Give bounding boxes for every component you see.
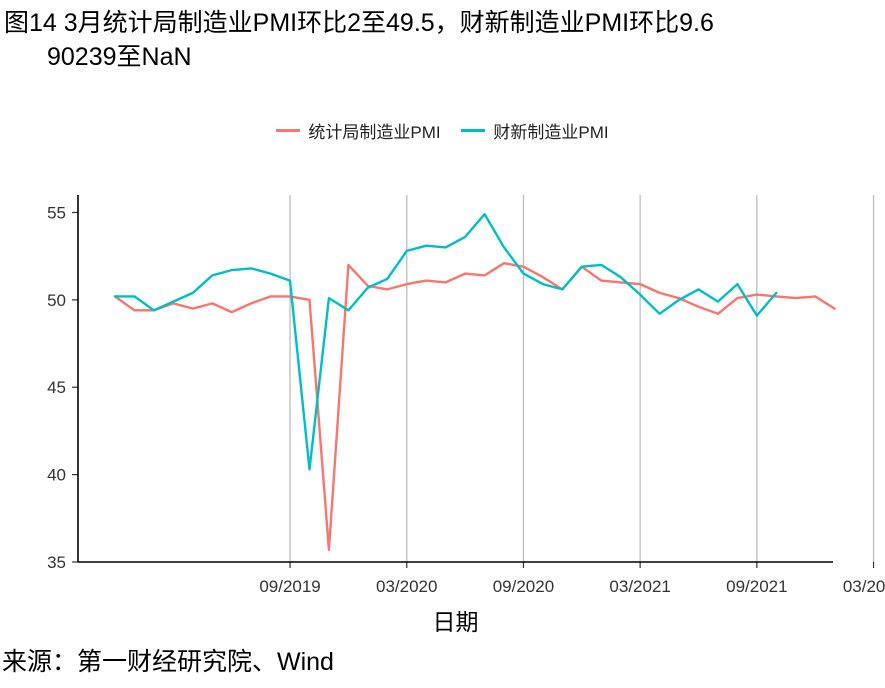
y-tick-label-4: 55 [47, 203, 66, 222]
legend-swatch-0 [276, 129, 301, 132]
x-tick-label-2: 09/2020 [493, 577, 554, 596]
y-tick-label-2: 45 [47, 378, 66, 397]
y-tick-label-1: 40 [47, 466, 66, 485]
chart-title-line1: 图14 3月统计局制造业PMI环比2至49.5，财新制造业PMI环比9.6 [4, 9, 714, 37]
x-tick-label-1: 03/2020 [376, 577, 437, 596]
legend-label-0: 统计局制造业PMI [308, 123, 441, 142]
x-tick-label-0: 09/2019 [259, 577, 320, 596]
chart-title: 图14 3月统计局制造业PMI环比2至49.5，财新制造业PMI环比9.6 90… [4, 6, 879, 74]
x-tick-label-4: 09/2021 [726, 577, 787, 596]
legend-swatch-1 [461, 129, 486, 132]
chart-title-line2: 90239至NaN [47, 43, 192, 71]
legend-label-1: 财新制造业PMI [493, 123, 609, 142]
series-line-0 [113, 262, 836, 551]
series-line-1 [113, 213, 778, 471]
legend-item-1: 财新制造业PMI [461, 118, 609, 143]
y-tick-label-3: 50 [47, 291, 66, 310]
source-note: 来源：第一财经研究院、Wind [2, 648, 334, 676]
x-axis-title: 日期 [433, 609, 479, 635]
legend-item-0: 统计局制造业PMI [276, 118, 441, 143]
x-tick-label-3: 03/2021 [609, 577, 670, 596]
x-tick-label-5: 03/2022 [843, 577, 885, 596]
legend: 统计局制造业PMI 财新制造业PMI [0, 117, 885, 143]
y-tick-label-0: 35 [47, 553, 66, 572]
